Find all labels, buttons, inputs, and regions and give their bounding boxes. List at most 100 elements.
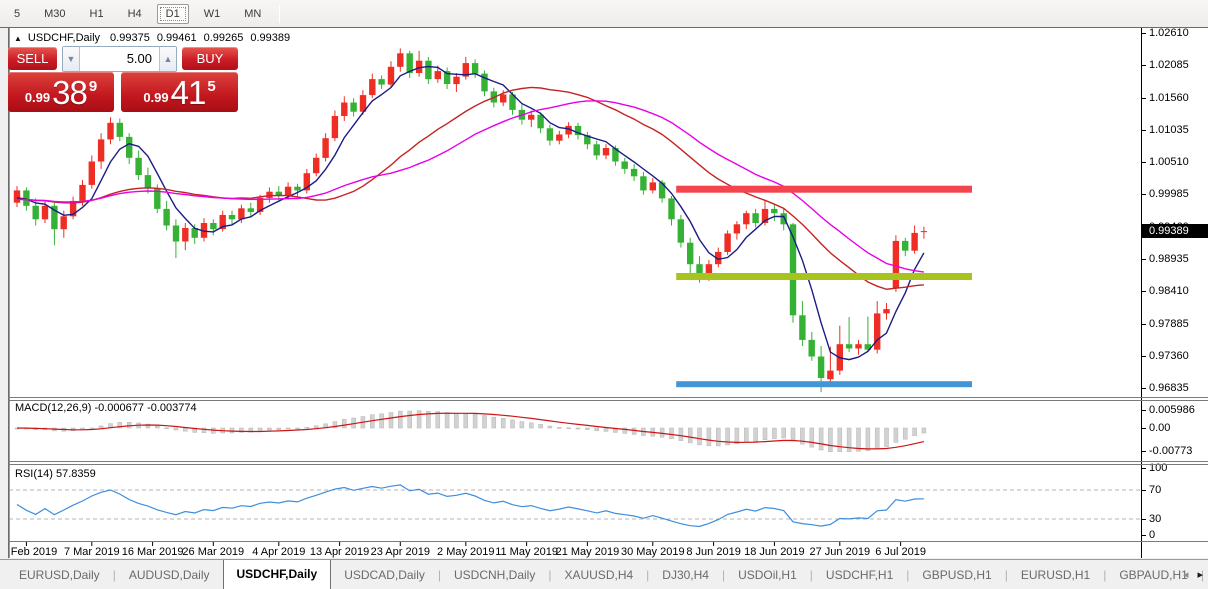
sell-price-big: 38 bbox=[52, 74, 88, 111]
macd-label: MACD(12,26,9) -0.000677 -0.003774 bbox=[15, 402, 197, 414]
macd-axis-label: 0.00 bbox=[1149, 422, 1171, 434]
sma-fast-line bbox=[16, 65, 925, 361]
buy-price-prefix: 0.99 bbox=[143, 90, 169, 105]
axis-tick bbox=[1142, 451, 1146, 453]
axis-tick bbox=[1142, 409, 1146, 411]
buy-price-button[interactable]: 0.99 41 5 bbox=[121, 72, 238, 112]
timeframe-button-h4[interactable]: H4 bbox=[127, 7, 142, 20]
tab-scroll-arrows: ◂ ▸ bbox=[1183, 559, 1203, 589]
svg-text:27 Jun 2019: 27 Jun 2019 bbox=[810, 546, 871, 558]
one-click-trading-panel: SELL ▼ 5.00 ▲ BUY 0.99 38 9 0.99 41 5 bbox=[8, 46, 238, 112]
sell-button[interactable]: SELL bbox=[8, 47, 57, 70]
price-axis-label: 1.00510 bbox=[1149, 156, 1189, 169]
timeframe-button-mn[interactable]: MN bbox=[244, 7, 262, 20]
svg-text:30 May 2019: 30 May 2019 bbox=[621, 546, 685, 558]
tab-usdchf-daily[interactable]: USDCHF,Daily bbox=[222, 560, 332, 589]
symbol-label: USDCHF,Daily bbox=[27, 32, 101, 44]
rsi-layer: RSI(14) 57.8359 bbox=[9, 468, 1141, 528]
tab-usdcad-daily[interactable]: USDCAD,Daily bbox=[344, 567, 425, 582]
tab-usdcnh-daily[interactable]: USDCNH,Daily bbox=[454, 567, 536, 582]
chart-canvas[interactable]: MACD(12,26,9) -0.000677 -0.003774 RSI(14)… bbox=[9, 28, 1142, 558]
tab-dj30-h4[interactable]: DJ30,H4 bbox=[662, 567, 709, 582]
svg-text:8 Jun 2019: 8 Jun 2019 bbox=[686, 546, 740, 558]
ohlc-high: 0.99461 bbox=[156, 32, 197, 44]
chart-background bbox=[9, 28, 1142, 558]
tab-separator: | bbox=[112, 567, 116, 582]
chart-tabbar: EURUSD,Daily | AUDUSD,Daily USDCHF,Daily USD… bbox=[0, 559, 1208, 589]
sma-mid-line bbox=[16, 86, 924, 291]
timeframe-button-5[interactable]: 5 bbox=[14, 7, 21, 20]
axis-tick bbox=[1142, 323, 1146, 325]
tab-separator: | bbox=[721, 567, 726, 582]
price-axis-label: 0.97360 bbox=[1149, 349, 1189, 362]
buy-price-pip: 5 bbox=[207, 78, 216, 95]
svg-text:11 May 2019: 11 May 2019 bbox=[495, 546, 558, 558]
axis-tick bbox=[1142, 428, 1146, 429]
axis-tick bbox=[1142, 97, 1146, 99]
rsi-axis-label: 70 bbox=[1149, 484, 1162, 496]
tab-usdchf-h1[interactable]: USDCHF,H1 bbox=[825, 567, 894, 582]
sell-price-prefix: 0.99 bbox=[24, 90, 51, 105]
timeframe-button-d1[interactable]: D1 bbox=[156, 3, 189, 24]
collapse-panel-icon[interactable]: ▲ bbox=[14, 33, 22, 43]
tab-eurusd-h1[interactable]: EURUSD,H1 bbox=[1020, 567, 1091, 582]
tab-eurusd-daily[interactable]: EURUSD,Daily bbox=[19, 567, 100, 582]
axis-tick bbox=[1142, 535, 1146, 536]
tab-gbpusd-h1[interactable]: GBPUSD,H1 bbox=[922, 567, 992, 582]
splitter-main-macd[interactable] bbox=[8, 397, 1208, 398]
axis-tick bbox=[1142, 388, 1146, 390]
tab-separator: | bbox=[809, 567, 813, 582]
svg-text:18 Jun 2019: 18 Jun 2019 bbox=[744, 546, 805, 558]
svg-text:23 Apr 2019: 23 Apr 2019 bbox=[371, 546, 430, 558]
hline-resistance bbox=[676, 185, 972, 193]
ohlc-open: 0.99375 bbox=[110, 32, 150, 44]
tab-gbpaud-h1[interactable]: GBPAUD,H1 bbox=[1119, 567, 1188, 582]
rsi-axis-label: 0 bbox=[1149, 529, 1156, 541]
svg-text:4 Apr 2019: 4 Apr 2019 bbox=[252, 546, 305, 558]
timeframe-button-h1[interactable]: H1 bbox=[89, 7, 104, 20]
buy-button[interactable]: BUY bbox=[182, 47, 238, 70]
price-axis-label: 1.01035 bbox=[1149, 123, 1189, 136]
axis-tick bbox=[1142, 259, 1146, 260]
splitter-macd-rsi[interactable] bbox=[8, 461, 1208, 462]
hlines-layer[interactable] bbox=[676, 185, 972, 388]
moving-averages-layer bbox=[16, 65, 925, 361]
price-axis-label: 0.96835 bbox=[1149, 382, 1189, 395]
axis-tick bbox=[1142, 291, 1146, 293]
tab-audusd-daily[interactable]: AUDUSD,Daily bbox=[128, 567, 210, 582]
tab-xauusd-h4[interactable]: XAUUSD,H4 bbox=[564, 567, 634, 582]
tab-scroll-right-icon[interactable]: ▸ bbox=[1197, 568, 1203, 581]
rsi-axis-label: 30 bbox=[1149, 513, 1162, 525]
price-axis-label: 1.01560 bbox=[1149, 91, 1189, 104]
axis-tick bbox=[1142, 129, 1146, 131]
price-axis-label: 0.98935 bbox=[1149, 253, 1189, 265]
rsi-axis-label: 100 bbox=[1149, 462, 1168, 475]
axis-tick bbox=[1142, 355, 1146, 357]
macd-layer: MACD(12,26,9) -0.000677 -0.003774 bbox=[14, 402, 927, 453]
svg-text:21 May 2019: 21 May 2019 bbox=[556, 546, 620, 558]
price-axis-label: 0.97885 bbox=[1149, 317, 1189, 330]
price-axis-label: 1.02610 bbox=[1149, 27, 1189, 39]
svg-text:16 Mar 2019: 16 Mar 2019 bbox=[122, 546, 184, 558]
sell-price-button[interactable]: 0.99 38 9 bbox=[8, 72, 114, 112]
svg-text:13 Apr 2019: 13 Apr 2019 bbox=[310, 546, 369, 558]
tab-usdoil-h1[interactable]: USDOil,H1 bbox=[738, 567, 797, 582]
splitter-macd-rsi-2 bbox=[8, 463, 1208, 465]
price-axis-label: 1.02085 bbox=[1149, 59, 1189, 72]
sell-price-pip: 9 bbox=[88, 78, 98, 95]
timeframe-button-m30[interactable]: M30 bbox=[44, 7, 66, 20]
tab-usdjp[interactable]: USDJP bbox=[1204, 560, 1208, 589]
tab-scroll-left-icon[interactable]: ◂ bbox=[1182, 568, 1189, 581]
splitter-main-macd-2 bbox=[8, 399, 1208, 401]
volume-input[interactable]: 5.00 bbox=[126, 51, 152, 66]
rsi-label: RSI(14) 57.8359 bbox=[15, 468, 96, 480]
tab-separator: | bbox=[1004, 567, 1008, 582]
ohlc-low: 0.99265 bbox=[203, 32, 244, 44]
ohlc-close: 0.99389 bbox=[250, 32, 291, 44]
buy-price-big: 41 bbox=[170, 74, 207, 111]
volume-increase-icon[interactable]: ▲ bbox=[159, 47, 176, 71]
volume-decrease-icon[interactable]: ▼ bbox=[63, 47, 80, 71]
timeframe-button-w1[interactable]: W1 bbox=[203, 7, 221, 20]
